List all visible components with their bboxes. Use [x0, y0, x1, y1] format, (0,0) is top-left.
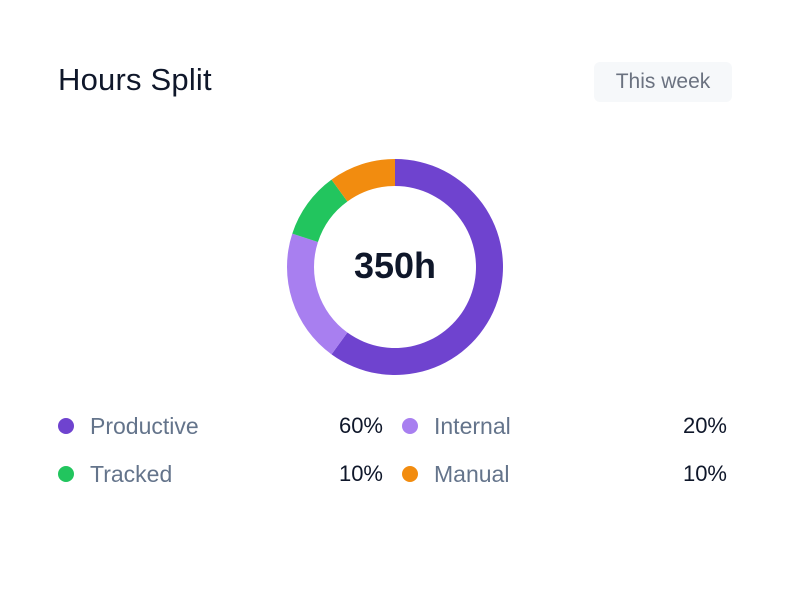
- legend-label: Manual: [434, 461, 510, 487]
- legend-label: Productive: [90, 413, 199, 439]
- legend-dot-manual: [402, 466, 418, 482]
- donut-chart: 350h: [286, 158, 504, 376]
- legend-dot-internal: [402, 418, 418, 434]
- donut-slice-manual: [331, 159, 395, 202]
- legend-label: Internal: [434, 413, 511, 439]
- legend-value: 20%: [682, 413, 727, 438]
- legend-dot-productive: [58, 418, 74, 434]
- legend-item-productive: Productive 60%: [58, 411, 383, 441]
- donut-svg: [287, 159, 503, 375]
- legend-item-tracked: Tracked 10%: [58, 459, 383, 489]
- donut-slice-tracked: [292, 179, 348, 242]
- legend-dot-tracked: [58, 466, 74, 482]
- legend-label: Tracked: [90, 461, 173, 487]
- donut-total-label: 350h: [353, 245, 437, 286]
- legend-item-manual: Manual 10%: [402, 459, 727, 489]
- period-select[interactable]: This week: [594, 62, 732, 102]
- card-title: Hours Split: [58, 62, 212, 97]
- donut-slice-productive: [331, 159, 503, 375]
- legend-value: 60%: [338, 413, 383, 438]
- legend-value: 10%: [338, 461, 383, 486]
- legend-value: 10%: [682, 461, 727, 486]
- legend-item-internal: Internal 20%: [402, 411, 727, 441]
- donut-slice-internal: [287, 233, 348, 355]
